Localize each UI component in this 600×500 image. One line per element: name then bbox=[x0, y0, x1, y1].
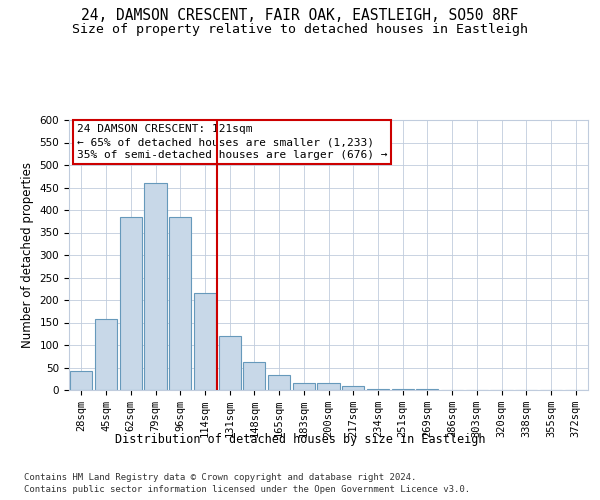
Text: 24, DAMSON CRESCENT, FAIR OAK, EASTLEIGH, SO50 8RF: 24, DAMSON CRESCENT, FAIR OAK, EASTLEIGH… bbox=[81, 8, 519, 22]
Bar bbox=[218, 336, 241, 390]
Text: Distribution of detached houses by size in Eastleigh: Distribution of detached houses by size … bbox=[115, 432, 485, 446]
Bar bbox=[317, 383, 340, 390]
Bar bbox=[416, 389, 439, 390]
Bar bbox=[95, 319, 117, 390]
Bar bbox=[169, 217, 191, 390]
Bar bbox=[342, 386, 364, 390]
Bar bbox=[194, 293, 216, 390]
Text: Size of property relative to detached houses in Eastleigh: Size of property relative to detached ho… bbox=[72, 22, 528, 36]
Text: Contains HM Land Registry data © Crown copyright and database right 2024.: Contains HM Land Registry data © Crown c… bbox=[24, 472, 416, 482]
Text: 24 DAMSON CRESCENT: 121sqm
← 65% of detached houses are smaller (1,233)
35% of s: 24 DAMSON CRESCENT: 121sqm ← 65% of deta… bbox=[77, 124, 387, 160]
Bar bbox=[243, 362, 265, 390]
Bar bbox=[268, 375, 290, 390]
Bar bbox=[145, 183, 167, 390]
Text: Contains public sector information licensed under the Open Government Licence v3: Contains public sector information licen… bbox=[24, 485, 470, 494]
Bar bbox=[293, 383, 315, 390]
Bar bbox=[392, 388, 414, 390]
Y-axis label: Number of detached properties: Number of detached properties bbox=[21, 162, 34, 348]
Bar bbox=[367, 388, 389, 390]
Bar bbox=[119, 217, 142, 390]
Bar bbox=[70, 371, 92, 390]
